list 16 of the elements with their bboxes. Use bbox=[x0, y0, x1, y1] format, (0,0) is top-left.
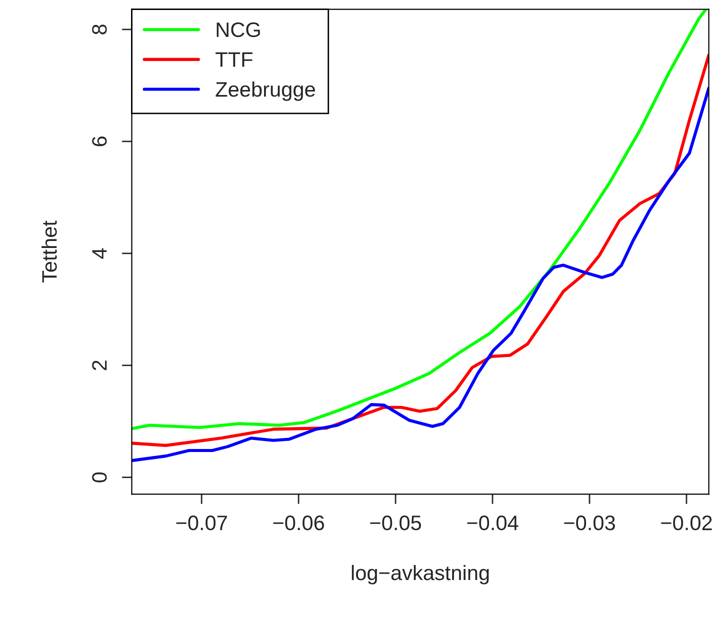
legend-label: TTF bbox=[216, 52, 252, 67]
x-tick-label: −0.07 bbox=[176, 516, 227, 530]
x-tick-label: −0.04 bbox=[467, 516, 518, 530]
y-tick-label: 2 bbox=[92, 360, 107, 370]
x-axis-title: log−avkastning bbox=[352, 564, 489, 584]
legend-label: Zeebrugge bbox=[216, 81, 315, 101]
x-tick-label: −0.05 bbox=[370, 516, 422, 530]
y-tick-label: 4 bbox=[92, 248, 107, 259]
y-tick-label: 8 bbox=[92, 24, 107, 34]
legend-label: NCG bbox=[216, 22, 260, 38]
x-tick-label: −0.02 bbox=[661, 516, 712, 530]
x-tick-label: −0.03 bbox=[564, 516, 615, 530]
y-axis-title: Tetthet bbox=[42, 220, 57, 283]
y-tick-label: 0 bbox=[92, 472, 107, 482]
y-tick-label: 6 bbox=[92, 136, 107, 146]
x-tick-label: −0.06 bbox=[273, 516, 324, 530]
